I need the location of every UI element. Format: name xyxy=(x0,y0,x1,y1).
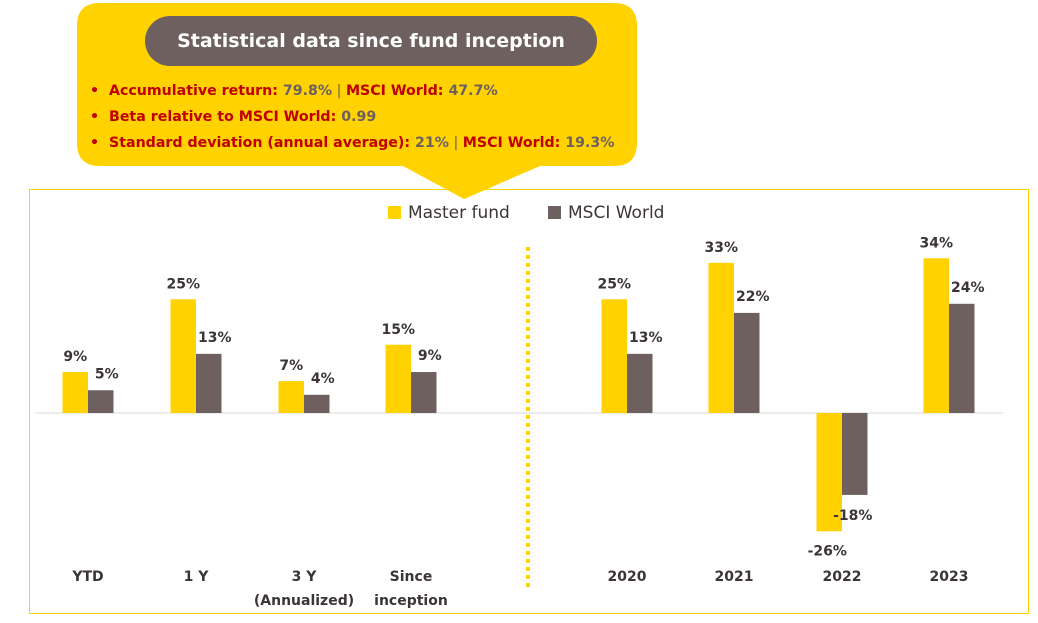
data-label-master-fund: 25% xyxy=(166,276,200,292)
category-label: 1 Y xyxy=(126,565,266,589)
data-label-master-fund: 25% xyxy=(597,276,631,292)
category-label-line: Since xyxy=(389,569,433,585)
stat-separator: | xyxy=(448,135,463,151)
data-label-msci-world: 5% xyxy=(95,366,119,382)
data-label-master-fund: 9% xyxy=(63,349,87,365)
category-label-line: inception xyxy=(374,593,448,609)
bar-msci-world xyxy=(842,413,868,495)
category-label: 2021 xyxy=(664,565,804,589)
bar-msci-world xyxy=(949,303,975,413)
data-label-master-fund: 15% xyxy=(381,322,415,338)
bar-master-fund xyxy=(385,344,411,413)
chart-frame xyxy=(29,189,1029,614)
bar-msci-world xyxy=(627,353,653,413)
data-label-master-fund: 33% xyxy=(704,240,738,256)
category-label-line: 1 Y xyxy=(183,569,209,585)
bar-msci-world xyxy=(411,372,437,413)
bar-msci-world xyxy=(88,390,114,413)
stat-value: 19.3% xyxy=(565,135,615,151)
bar-master-fund xyxy=(816,413,842,532)
bullet-icon: • xyxy=(90,83,100,99)
stat-label: Standard deviation (annual average): xyxy=(109,135,416,151)
legend-item-master-fund: Master fund xyxy=(388,203,510,223)
category-label-line: 2023 xyxy=(929,569,969,585)
bar-master-fund xyxy=(708,262,734,413)
category-label-line: 2020 xyxy=(607,569,647,585)
stat-value: 0.99 xyxy=(341,109,377,125)
bar-master-fund xyxy=(923,258,949,413)
data-label-msci-world: 9% xyxy=(418,348,442,364)
category-label: 2022 xyxy=(772,565,912,589)
data-label-master-fund: 34% xyxy=(919,235,953,251)
legend-label-master-fund: Master fund xyxy=(408,203,510,223)
data-label-master-fund: -26% xyxy=(808,543,847,559)
category-label: Since inception xyxy=(341,565,481,613)
bar-msci-world xyxy=(304,394,330,413)
legend-swatch-msci-world xyxy=(548,206,561,219)
bar-msci-world xyxy=(196,353,222,413)
category-label: 2020 xyxy=(557,565,697,589)
stat-separator: | xyxy=(332,83,346,99)
bar-msci-world xyxy=(734,312,760,413)
stat-item: • Standard deviation (annual average): 21… xyxy=(90,130,615,156)
category-label: 3 Y (Annualized) xyxy=(234,565,374,613)
stats-list: • Accumulative return: 79.8% | MSCI World… xyxy=(90,78,615,156)
stat-label: Beta relative to MSCI World: xyxy=(109,109,342,125)
data-label-msci-world: 24% xyxy=(951,280,985,296)
stat-item: • Accumulative return: 79.8% | MSCI World… xyxy=(90,78,615,104)
data-label-msci-world: 22% xyxy=(736,289,770,305)
bar-master-fund xyxy=(278,381,304,413)
category-label-line: YTD xyxy=(72,569,104,585)
stat-value: 47.7% xyxy=(448,83,498,99)
legend-swatch-master-fund xyxy=(388,206,401,219)
bar-master-fund xyxy=(170,299,196,413)
category-label-line: 2022 xyxy=(822,569,862,585)
stat-item: • Beta relative to MSCI World: 0.99 xyxy=(90,104,615,130)
legend-label-msci-world: MSCI World xyxy=(568,203,665,223)
stat-label: Accumulative return: xyxy=(109,83,283,99)
category-label: 2023 xyxy=(879,565,1019,589)
data-label-msci-world: 13% xyxy=(198,330,232,346)
callout-title: Statistical data since fund inception xyxy=(145,16,597,66)
data-label-msci-world: 4% xyxy=(311,371,335,387)
bar-master-fund xyxy=(62,372,88,413)
bullet-icon: • xyxy=(90,109,100,125)
bar-master-fund xyxy=(601,299,627,413)
stat-label: MSCI World: xyxy=(345,83,449,99)
stat-value: 79.8% xyxy=(282,83,333,99)
stat-label: MSCI World: xyxy=(462,135,566,151)
data-label-master-fund: 7% xyxy=(279,358,303,374)
category-label-line: 2021 xyxy=(714,569,754,585)
category-label-line: (Annualized) xyxy=(253,593,355,609)
legend-item-msci-world: MSCI World xyxy=(548,203,664,223)
stat-value: 21% xyxy=(415,135,449,151)
bullet-icon: • xyxy=(90,135,100,151)
category-label-line: 3 Y xyxy=(291,569,317,585)
data-label-msci-world: -18% xyxy=(833,508,872,524)
data-label-msci-world: 13% xyxy=(629,330,663,346)
category-label: YTD xyxy=(18,565,158,589)
